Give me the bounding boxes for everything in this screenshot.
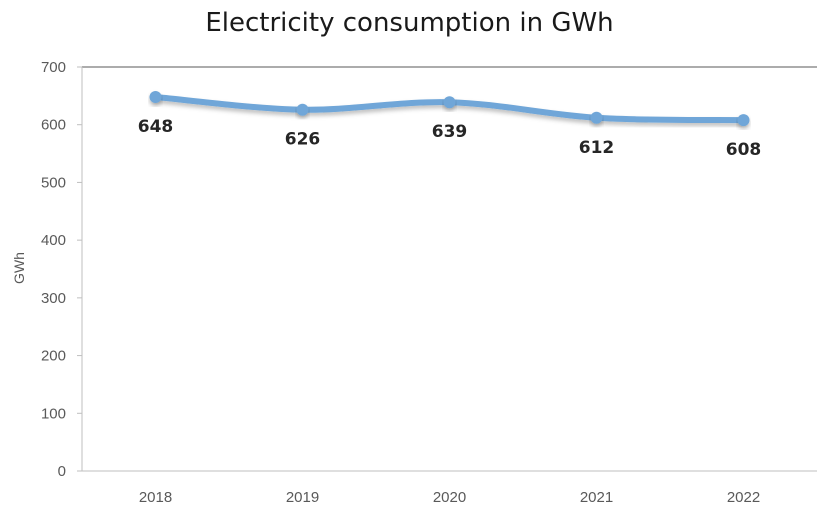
data-point (296, 103, 309, 116)
y-tick-label: 200 (41, 348, 66, 365)
data-label: 626 (285, 130, 321, 150)
data-label: 608 (726, 140, 762, 160)
data-label: 648 (138, 117, 174, 137)
y-tick-label: 700 (41, 59, 66, 76)
y-tick-label: 600 (41, 117, 66, 134)
y-tick-label: 400 (41, 232, 66, 249)
data-point (590, 111, 603, 124)
x-tick-label: 2020 (433, 489, 466, 505)
y-tick-label: 300 (41, 290, 66, 307)
x-tick-label: 2019 (286, 489, 319, 505)
y-tick-label: 100 (41, 405, 66, 422)
x-tick-label: 2022 (727, 489, 760, 505)
x-tick-label: 2021 (580, 489, 613, 505)
y-axis-label: GWh (11, 252, 27, 284)
data-label: 612 (579, 138, 615, 158)
data-label: 639 (432, 122, 468, 142)
data-point (149, 91, 162, 104)
y-tick-label: 0 (58, 463, 66, 480)
x-tick-label: 2018 (139, 489, 172, 505)
y-tick-label: 500 (41, 174, 66, 191)
data-point (443, 96, 456, 109)
data-point (737, 114, 750, 127)
chart-title: Electricity consumption in GWh (205, 8, 614, 38)
